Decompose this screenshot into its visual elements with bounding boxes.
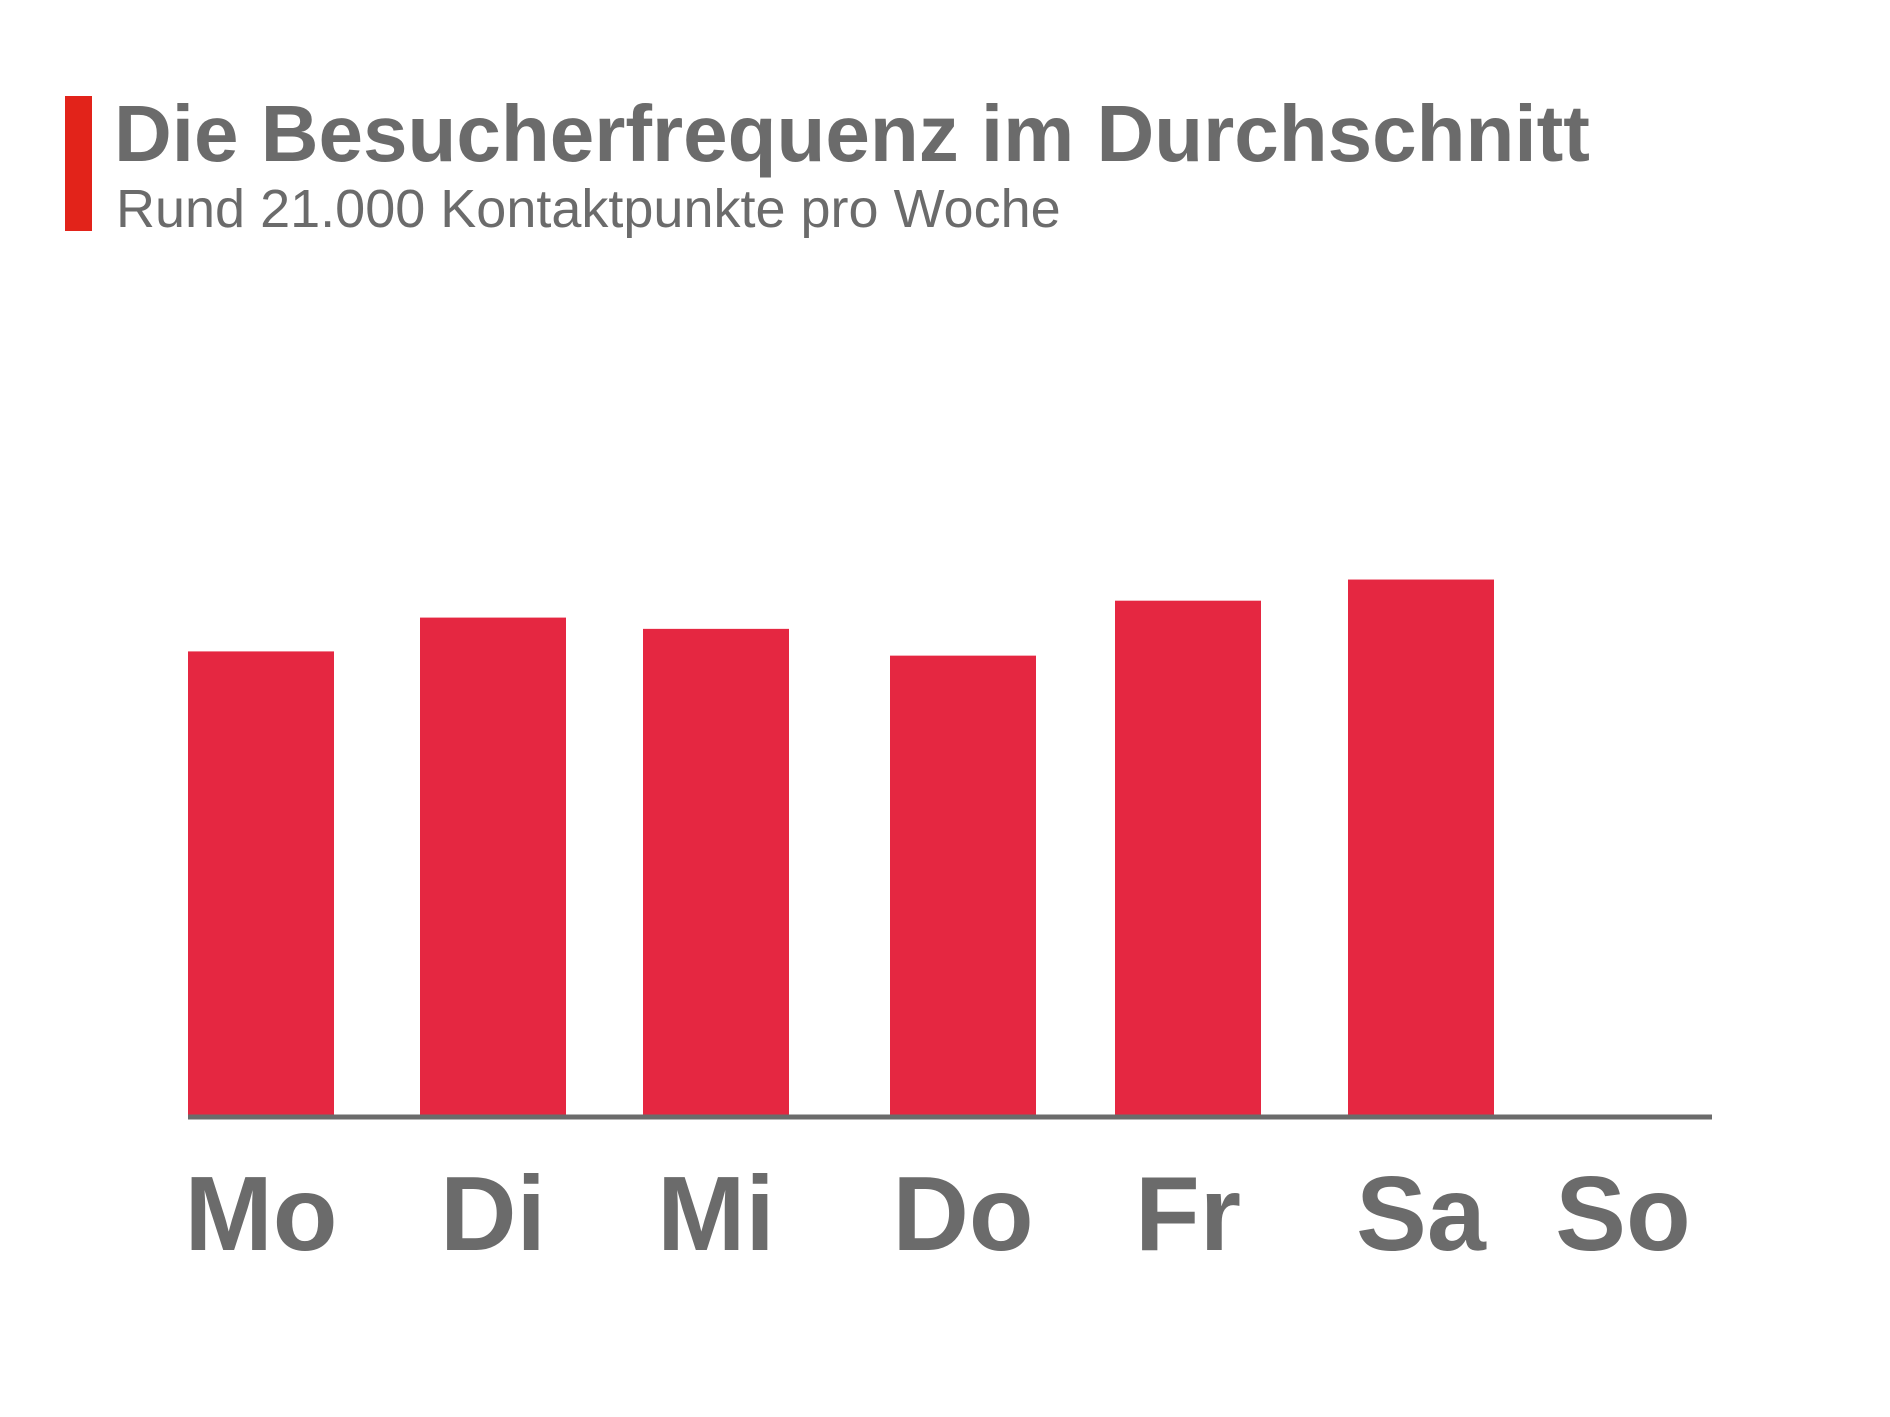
x-tick-label-so: So [1555, 1155, 1690, 1273]
x-tick-label-mi: Mi [657, 1155, 775, 1273]
category-labels-group: Mo Di Mi Do Fr Sa So [184, 1155, 1690, 1273]
x-tick-label-sa: Sa [1356, 1155, 1487, 1273]
bar-sa [1348, 579, 1494, 1115]
bar-mo [188, 651, 334, 1115]
x-tick-label-do: Do [892, 1155, 1033, 1273]
x-tick-label-fr: Fr [1135, 1155, 1241, 1273]
page-title: Die Besucherfrequenz im Durchschnitt [114, 89, 1590, 178]
page-subtitle: Rund 21.000 Kontaktpunkte pro Woche [116, 179, 1061, 239]
bar-fr [1115, 600, 1261, 1115]
x-tick-label-di: Di [440, 1155, 546, 1273]
bar-mi [643, 628, 789, 1115]
bar-do [890, 655, 1036, 1115]
title-accent-bar [65, 96, 92, 231]
x-tick-label-mo: Mo [184, 1155, 337, 1273]
bars-group [188, 579, 1494, 1115]
bar-di [420, 617, 566, 1115]
